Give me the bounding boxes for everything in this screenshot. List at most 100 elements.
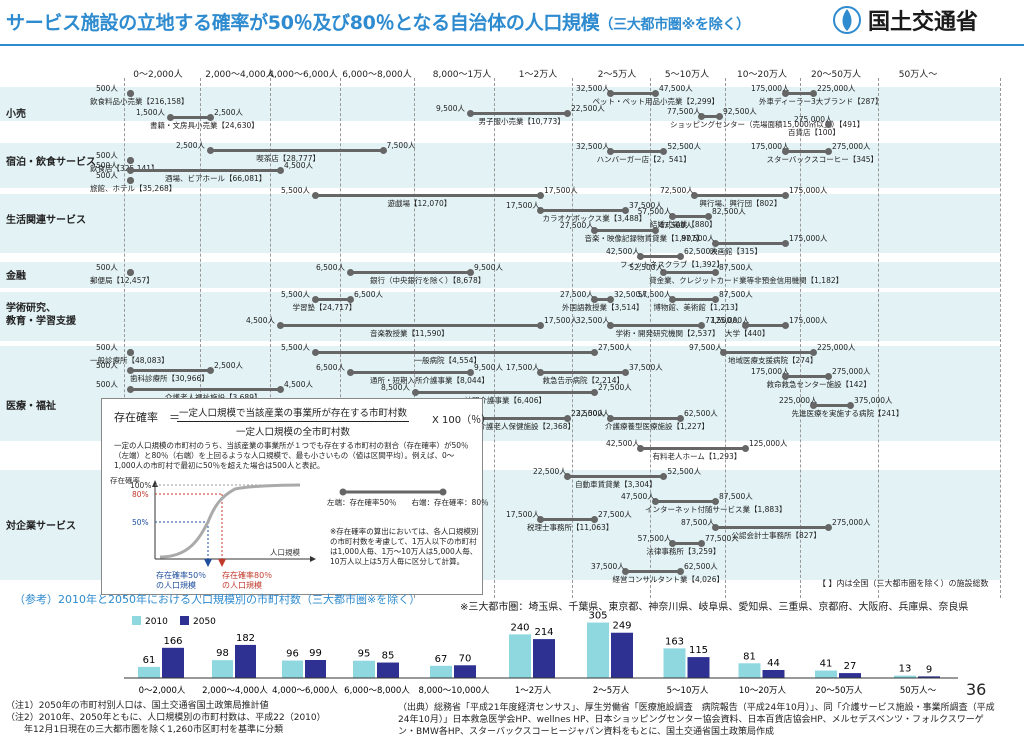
p50-label: 8,500人 [381,383,410,392]
item-name: 男子服小売業【10,773】 [478,117,565,126]
p80-label: 77,500人 [705,534,739,543]
range-bar [663,271,715,274]
range-bar [813,404,850,407]
p50-dot [825,121,832,128]
range-bar [715,526,828,529]
p50-label: 2,500人 [176,141,205,150]
p80-dot [698,540,705,547]
item-name: 先進医療を実施する病院【241】 [791,409,904,418]
bar [454,665,476,678]
grid-line [650,78,651,598]
range-bar [671,215,708,218]
grid-line [494,78,495,598]
range-bar [671,542,701,545]
p50-label: 47,500人 [621,492,655,501]
p50-dot [127,367,134,374]
p50-label: 17,500人 [506,363,540,372]
bar-value-label: 61 [143,655,156,666]
p80-label: 52,500人 [667,467,702,476]
item-name: 銀行（中央銀行を除く）【8,678】 [370,276,486,285]
bar-value-label: 85 [382,651,395,662]
p80-label: 87,500人 [719,290,753,299]
range-bar [540,518,594,521]
p80-label: 37,500人 [629,363,663,372]
item-name: 百貨店【100】 [788,128,840,137]
range-bar [470,112,567,115]
p50-label: 5,500人 [281,290,310,299]
range-bar [315,298,350,301]
p50-label: 32,500人 [576,409,610,418]
p80-dot [207,114,214,121]
p50-dot [742,322,749,329]
bar-value-label: 182 [236,633,255,644]
range-bar [625,570,680,573]
category-band [0,194,1000,253]
p50-label: 32,500人 [576,316,610,325]
range-bar [350,271,470,274]
p50-dot [782,90,789,97]
curve-y50-label: 50% [132,518,149,527]
item-name: ショッピングセンター（売場面積15,000㎡以上）【491】 [670,120,865,129]
p50-label: 42,500人 [606,247,640,256]
bar [430,665,452,678]
p80-dot [467,369,474,376]
p80-label: 6,500人 [354,290,383,299]
formula-times: X 100（％） [432,415,492,426]
category-band [0,143,1000,188]
p50-dot [467,110,474,117]
item-name: 大学【440】 [725,329,770,338]
bar-value-label: 249 [612,621,631,632]
p80-label: 62,500人 [684,409,718,418]
range-bar [350,371,470,374]
p80-label: 225,000人 [817,343,856,352]
p50-label: 57,500人 [637,534,672,543]
facility-count-note: 【 】内は全国（三大都市圏を除く）の施設総数 [818,579,989,588]
metro-note: ※三大都市圏：埼玉県、千葉県、東京都、神奈川県、岐阜県、愛知県、三重県、京都府、… [460,602,969,613]
bar-category-label: 4,000～6,000人 [272,686,338,696]
category-label: 医療・福祉 [6,401,56,412]
p80-dot [564,110,571,117]
p50-dot [810,402,817,409]
x-tick-label: 4,000～6,000人 [268,70,338,80]
grid-line [270,78,271,598]
p80-dot [660,473,668,480]
p80-label: 2,500人 [214,108,243,117]
ministry-logo: 国土交通省 [832,4,978,36]
p80-dot [660,148,668,155]
grid-line [1000,78,1001,598]
bar [738,663,761,678]
bar-value-label: 115 [689,645,708,656]
p50-label: 175,000人 [751,367,790,376]
item-name: 介護老人保健施設【2,368】 [478,422,575,431]
x-tick-label: 50万人～ [898,70,938,80]
item-name: 介護老人福祉施設【3,689】 [165,392,261,403]
item-name: 遊戯場【12,070】 [387,199,452,208]
p80-dot [677,253,684,260]
range-bar [415,391,594,394]
p50-dot [347,369,354,376]
item-name: 地域医療支援病院【274】 [728,356,818,365]
item-name: 救急告示病院【2,214】 [542,376,624,385]
p80-label: 4,500人 [284,380,313,389]
p50-label: 275,000人 [794,115,833,124]
bar [587,622,609,678]
p50-dot [312,192,319,199]
range-bar [655,500,715,503]
p80-label: 77,500人 [705,316,739,325]
range-bar [610,417,680,420]
range-bar [610,150,664,153]
label-80: 存在確率80％ の人口規模 [222,571,273,590]
item-name: 経営コンサルタント業【4,026】 [612,575,724,584]
p50-label: 27,500人 [560,221,594,230]
p80-label: 22,500人 [571,104,605,113]
p50-label: 500人 [96,361,118,370]
p80-label: 375,000人 [854,396,893,405]
category-label: 小売 [6,109,26,120]
grid-line [414,78,415,598]
bar-category-label: 2～5万人 [593,686,630,696]
p50-dot [412,389,419,396]
item-name: ペット・ペット用品小売業【2,299】 [592,97,719,106]
item-name: 飲食店【325,141】 [90,164,159,173]
p80-dot [825,524,832,531]
bar [509,634,531,678]
